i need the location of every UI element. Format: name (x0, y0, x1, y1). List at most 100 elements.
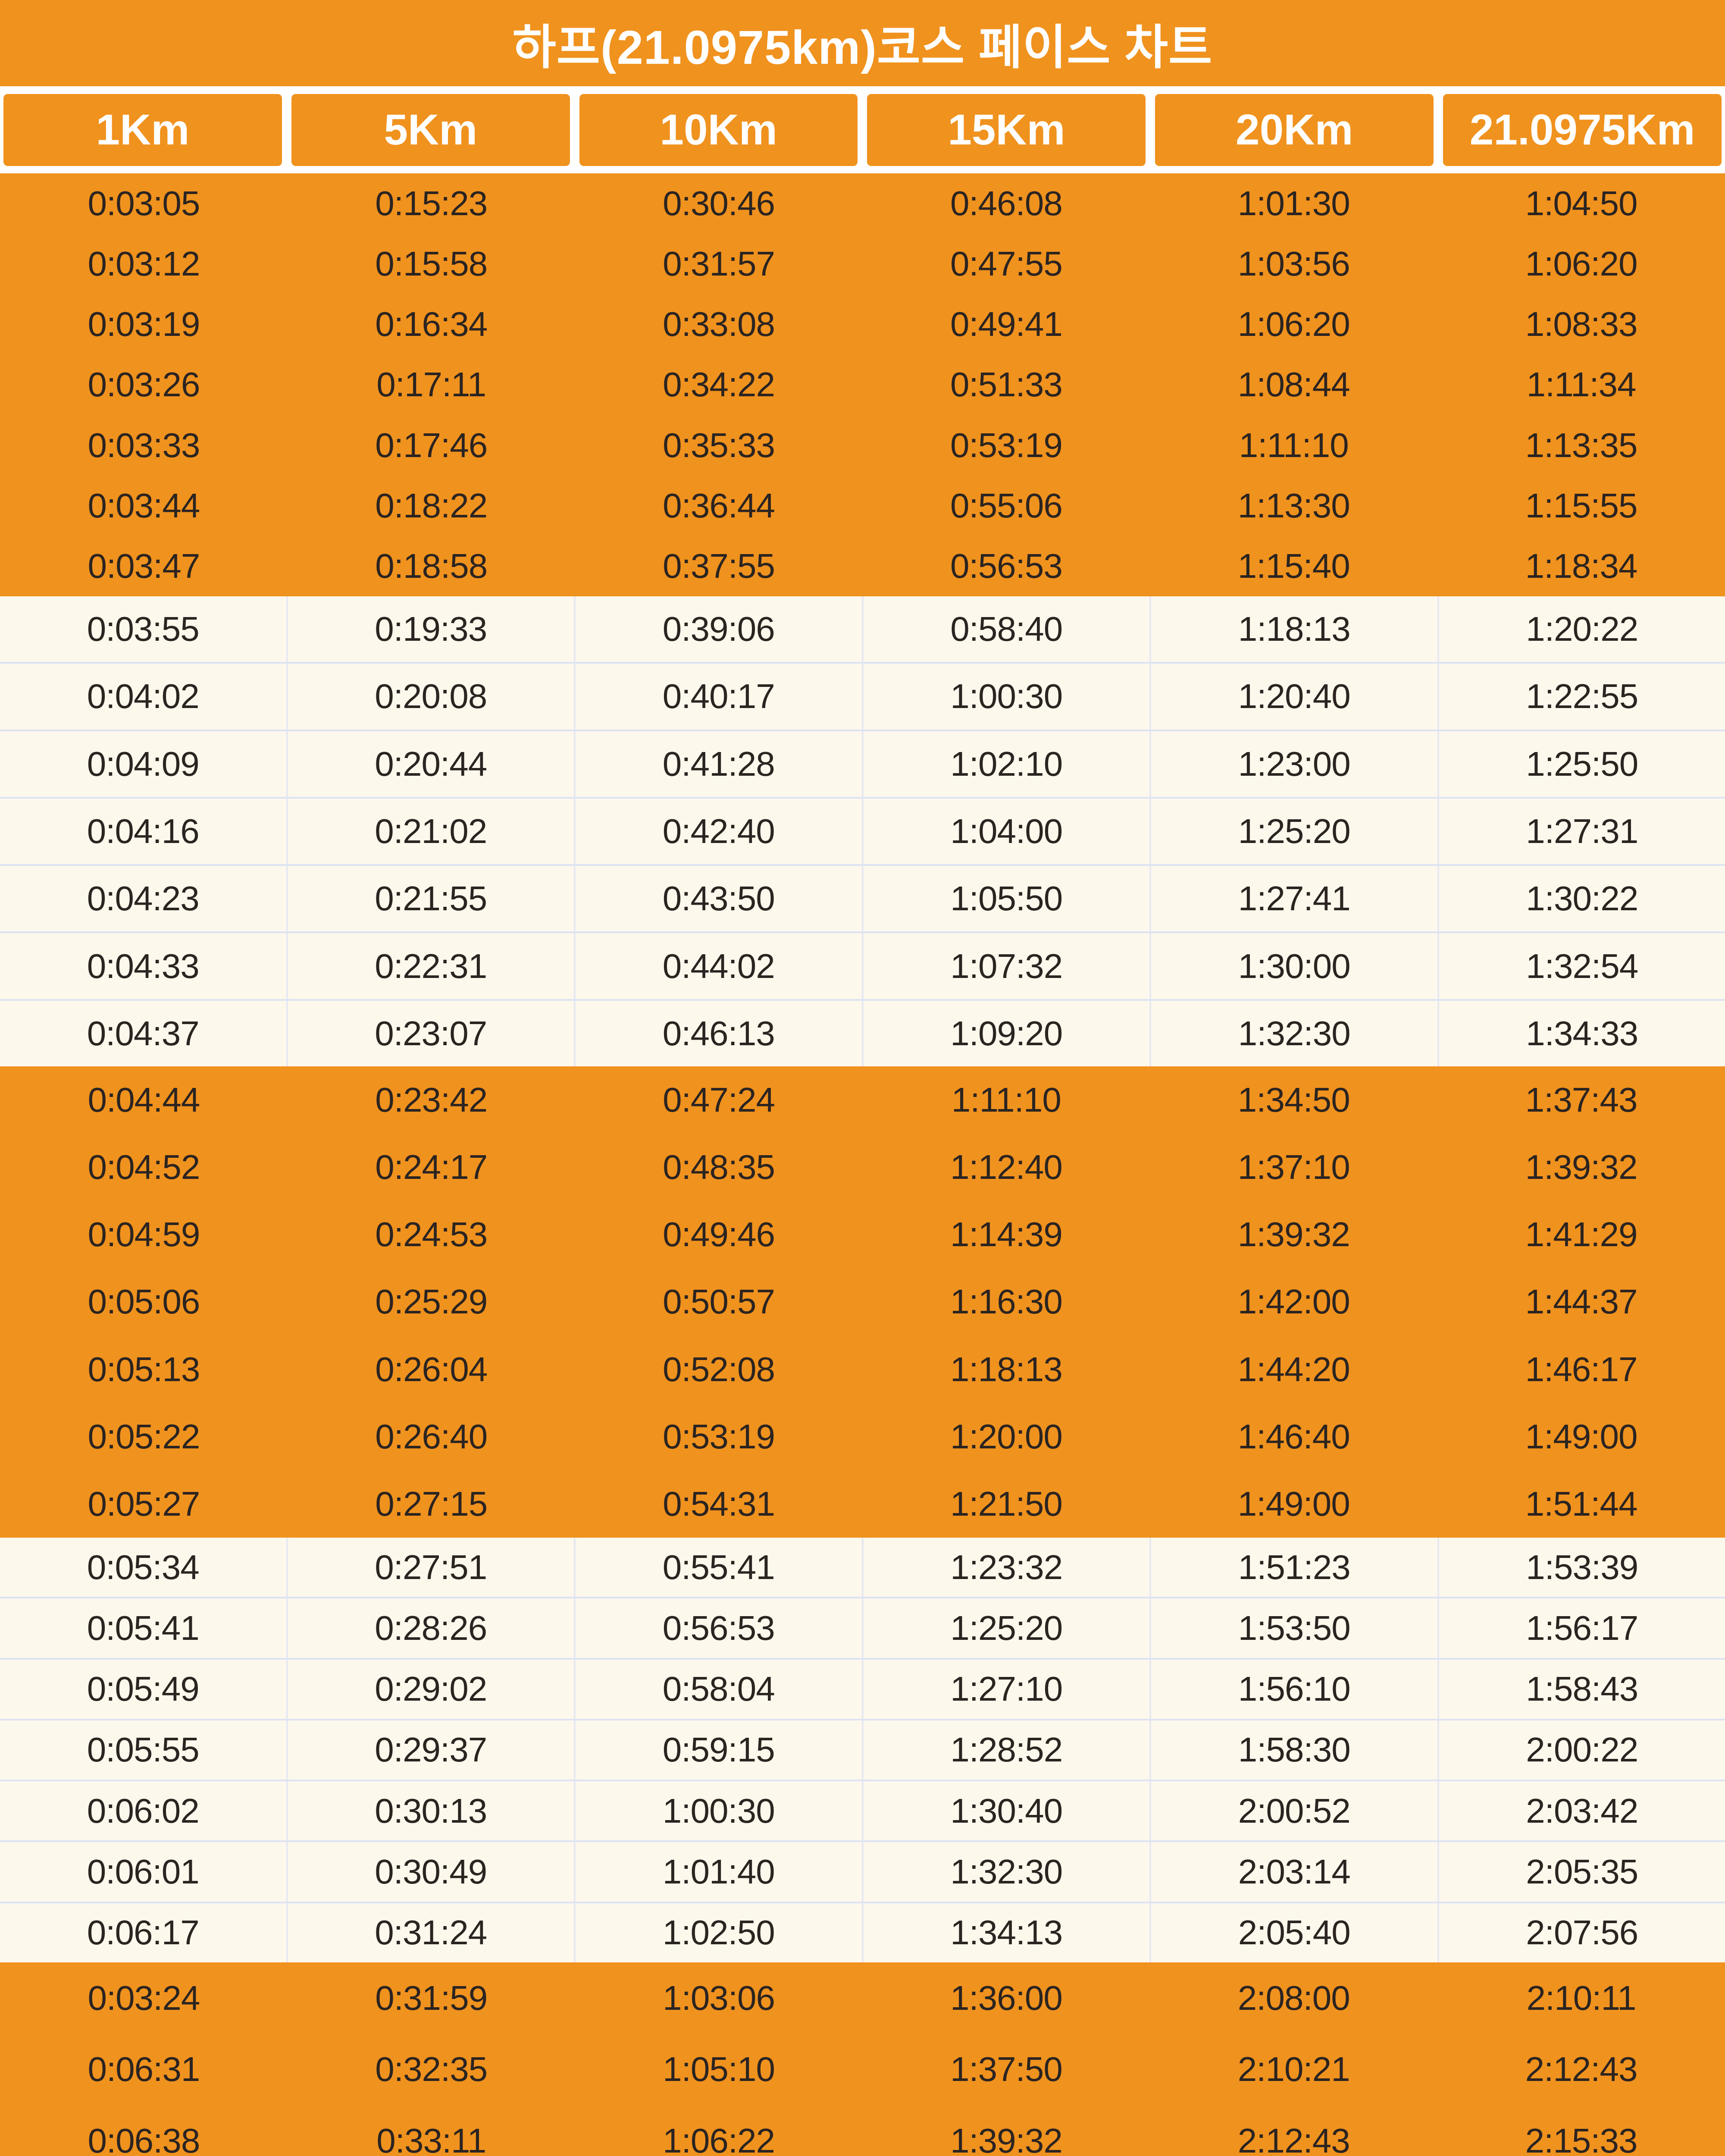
table-cell: 1:32:30 (1149, 1000, 1437, 1066)
table-row: 0:03:12 0:15:58 0:31:57 0:47:55 1:03:56 1:06:… (0, 234, 1725, 294)
table-cell: 0:31:57 (663, 244, 775, 283)
table-cell: 1:58:30 (1149, 1720, 1437, 1780)
table-row: 0:06:01 0:30:49 1:01:40 1:32:30 2:03:14 2:05:… (0, 1840, 1725, 1902)
table-row: 0:03:33 0:17:46 0:35:33 0:53:19 1:11:10 1:13:… (0, 415, 1725, 476)
table-cell: 1:23:32 (861, 1538, 1150, 1597)
table-cell: 1:44:37 (1525, 1282, 1638, 1321)
table-cell: 1:01:30 (1237, 184, 1350, 223)
table-cell: 0:22:31 (286, 933, 574, 999)
table-cell: 1:14:39 (950, 1215, 1063, 1254)
table-cell: 2:08:00 (1237, 1978, 1350, 2017)
table-cell: 0:24:53 (375, 1215, 488, 1254)
table-cell: 1:20:22 (1437, 596, 1725, 662)
table-cell: 0:58:40 (861, 596, 1150, 662)
table-cell: 1:04:00 (861, 798, 1150, 865)
table-row: 0:06:38 0:33:11 1:06:22 1:39:32 2:12:43 2:15:… (0, 2105, 1725, 2156)
table-row: 0:06:02 0:30:13 1:00:30 1:30:40 2:00:52 2:03:… (0, 1780, 1725, 1841)
table-cell: 0:16:34 (375, 305, 488, 344)
table-cell: 1:02:10 (861, 731, 1150, 797)
table-row: 0:03:47 0:18:58 0:37:55 0:56:53 1:15:40 1:18:… (0, 536, 1725, 596)
table-cell: 0:19:33 (286, 596, 574, 662)
table-band: 0:03:24 0:31:59 1:03:06 1:36:00 2:08:00 2:10:… (0, 1962, 1725, 2156)
table-cell: 0:05:49 (87, 1670, 200, 1708)
table-cell: 0:23:07 (286, 1000, 574, 1066)
table-cell: 0:05:13 (88, 1350, 200, 1388)
table-cell: 1:27:10 (861, 1659, 1150, 1719)
table-cell: 1:13:35 (1525, 426, 1638, 464)
table-band: 0:03:55 0:19:33 0:39:06 0:58:40 1:18:13 1:20:… (0, 596, 1725, 1066)
table-cell: 0:33:08 (663, 305, 775, 344)
table-cell: 2:10:21 (1237, 2050, 1350, 2089)
table-cell: 1:42:00 (1237, 1282, 1350, 1321)
table-cell: 1:05:50 (861, 866, 1150, 932)
table-cell: 0:21:55 (286, 866, 574, 932)
table-cell: 0:05:55 (87, 1730, 200, 1769)
table-cell: 0:30:13 (286, 1781, 574, 1841)
table-cell: 0:04:16 (87, 812, 200, 850)
table-cell: 1:05:10 (663, 2050, 775, 2089)
table-row: 0:04:37 0:23:07 0:46:13 1:09:20 1:32:30 1:34:… (0, 999, 1725, 1066)
table-cell: 1:41:29 (1525, 1215, 1638, 1254)
table-cell: 1:13:30 (1237, 486, 1350, 525)
column-header-21-0975km: 21.0975Km (1443, 94, 1722, 166)
table-cell: 0:56:53 (950, 546, 1063, 585)
table-cell: 0:04:09 (87, 744, 200, 783)
table-cell: 1:39:32 (1237, 1215, 1350, 1254)
table-row: 0:03:55 0:19:33 0:39:06 0:58:40 1:18:13 1:20:… (0, 596, 1725, 662)
table-cell: 2:00:52 (1149, 1781, 1437, 1841)
table-cell: 0:34:22 (663, 365, 775, 404)
table-cell: 0:03:44 (88, 486, 200, 525)
table-cell: 1:01:40 (574, 1842, 862, 1902)
table-row: 0:03:05 0:15:23 0:30:46 0:46:08 1:01:30 1:04:… (0, 173, 1725, 234)
table-cell: 0:15:23 (375, 184, 488, 223)
table-row: 0:03:24 0:31:59 1:03:06 1:36:00 2:08:00 2:10:… (0, 1962, 1725, 2034)
table-cell: 1:46:40 (1237, 1417, 1350, 1456)
table-cell: 2:12:43 (1525, 2050, 1638, 2089)
table-row: 0:05:13 0:26:04 0:52:08 1:18:13 1:44:20 1:46:… (0, 1336, 1725, 1403)
table-row: 0:06:17 0:31:24 1:02:50 1:34:13 2:05:40 2:07:… (0, 1901, 1725, 1962)
table-cell: 0:30:46 (663, 184, 775, 223)
table-cell: 0:04:23 (87, 879, 200, 918)
table-row: 0:03:44 0:18:22 0:36:44 0:55:06 1:13:30 1:15:… (0, 476, 1725, 536)
table-cell: 1:06:20 (1525, 244, 1638, 283)
table-cell: 1:58:43 (1437, 1659, 1725, 1719)
table-cell: 1:12:40 (950, 1148, 1063, 1187)
table-cell: 0:31:24 (286, 1903, 574, 1962)
table-cell: 0:03:12 (88, 244, 200, 283)
table-cell: 1:04:50 (1525, 184, 1638, 223)
table-cell: 0:59:15 (574, 1720, 862, 1780)
table-cell: 0:23:42 (375, 1081, 488, 1119)
table-cell: 1:00:30 (574, 1781, 862, 1841)
column-header-row: 1Km 5Km 10Km 15Km 20Km 21.0975Km (0, 86, 1725, 173)
table-cell: 1:53:50 (1149, 1598, 1437, 1658)
table-cell: 0:03:55 (87, 610, 200, 649)
table-cell: 0:15:58 (375, 244, 488, 283)
table-cell: 1:37:43 (1525, 1081, 1638, 1119)
table-cell: 1:06:20 (1237, 305, 1350, 344)
table-cell: 1:56:10 (1149, 1659, 1437, 1719)
table-cell: 1:18:34 (1525, 546, 1638, 585)
table-row: 0:04:33 0:22:31 0:44:02 1:07:32 1:30:00 1:32:… (0, 931, 1725, 999)
table-cell: 0:44:02 (574, 933, 862, 999)
table-cell: 1:02:50 (574, 1903, 862, 1962)
table-cell: 1:37:10 (1237, 1148, 1350, 1187)
table-cell: 1:32:30 (861, 1842, 1150, 1902)
table-cell: 1:32:54 (1437, 933, 1725, 999)
table-cell: 0:28:26 (286, 1598, 574, 1658)
table-cell: 0:17:46 (375, 426, 488, 464)
table-cell: 0:06:02 (87, 1791, 200, 1830)
table-cell: 0:05:34 (87, 1548, 200, 1586)
table-cell: 0:48:35 (663, 1148, 775, 1187)
table-cell: 0:20:44 (286, 731, 574, 797)
table-cell: 1:15:40 (1237, 546, 1350, 585)
table-cell: 1:22:55 (1437, 664, 1725, 730)
table-cell: 0:25:29 (375, 1282, 488, 1321)
table-cell: 0:27:15 (375, 1484, 488, 1523)
table-cell: 0:04:37 (87, 1014, 200, 1053)
table-cell: 1:06:22 (663, 2121, 775, 2156)
table-cell: 1:07:32 (861, 933, 1150, 999)
table-cell: 0:42:40 (574, 798, 862, 865)
table-row: 0:05:34 0:27:51 0:55:41 1:23:32 1:51:23 1:53:… (0, 1538, 1725, 1597)
table-row: 0:06:31 0:32:35 1:05:10 1:37:50 2:10:21 2:12:… (0, 2034, 1725, 2105)
table-cell: 0:29:37 (286, 1720, 574, 1780)
